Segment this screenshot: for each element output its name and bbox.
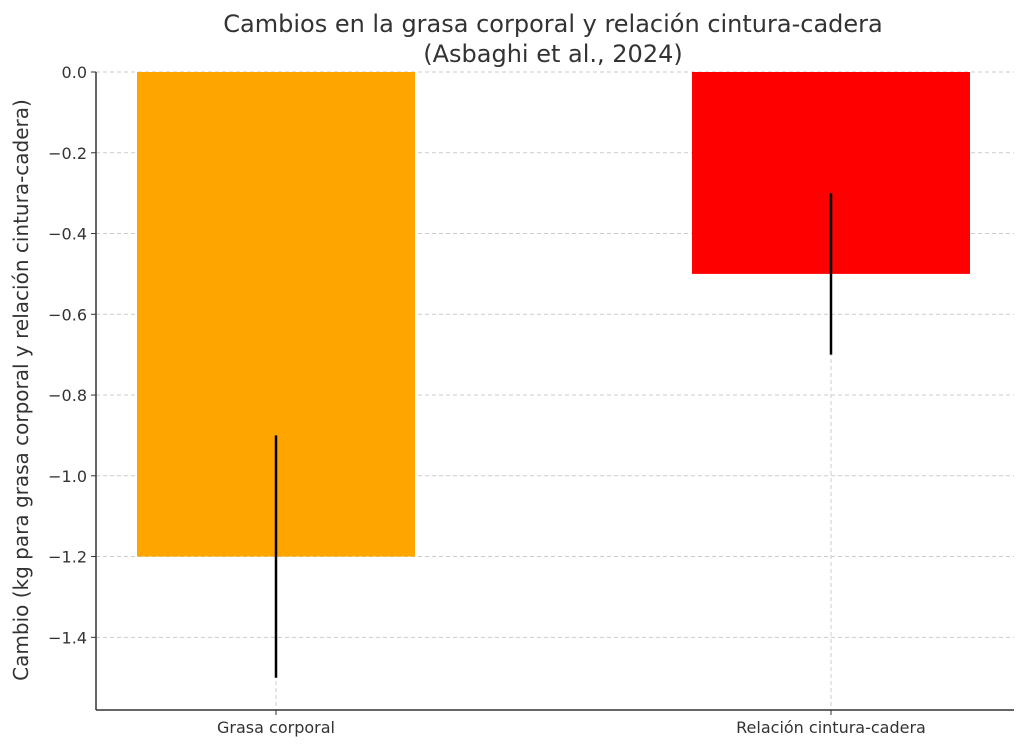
x-tick-label: Relación cintura-cadera [736,718,926,737]
y-tick-label: −1.0 [48,467,87,486]
x-tick-label: Grasa corporal [217,718,335,737]
chart-title: Cambios en la grasa corporal y relación … [223,10,882,38]
y-tick-label: −1.2 [48,548,87,567]
y-tick-label: −0.4 [48,225,87,244]
tick-layer: 0.0 −0.2 −0.4 −0.6 −0.8 −1.0 −1.2 −1.4 Grasa cor… [48,63,926,737]
y-tick-label: 0.0 [62,63,87,82]
y-axis-label: Cambio (kg para grasa corporal y relació… [9,99,33,681]
chart-subtitle: (Asbaghi et al., 2024) [423,40,682,68]
y-tick-label: −0.8 [48,386,87,405]
error-bar-layer [274,193,833,678]
y-tick-label: −0.2 [48,144,87,163]
y-tick-label: −1.4 [48,628,87,647]
y-tick-label: −0.6 [48,305,87,324]
